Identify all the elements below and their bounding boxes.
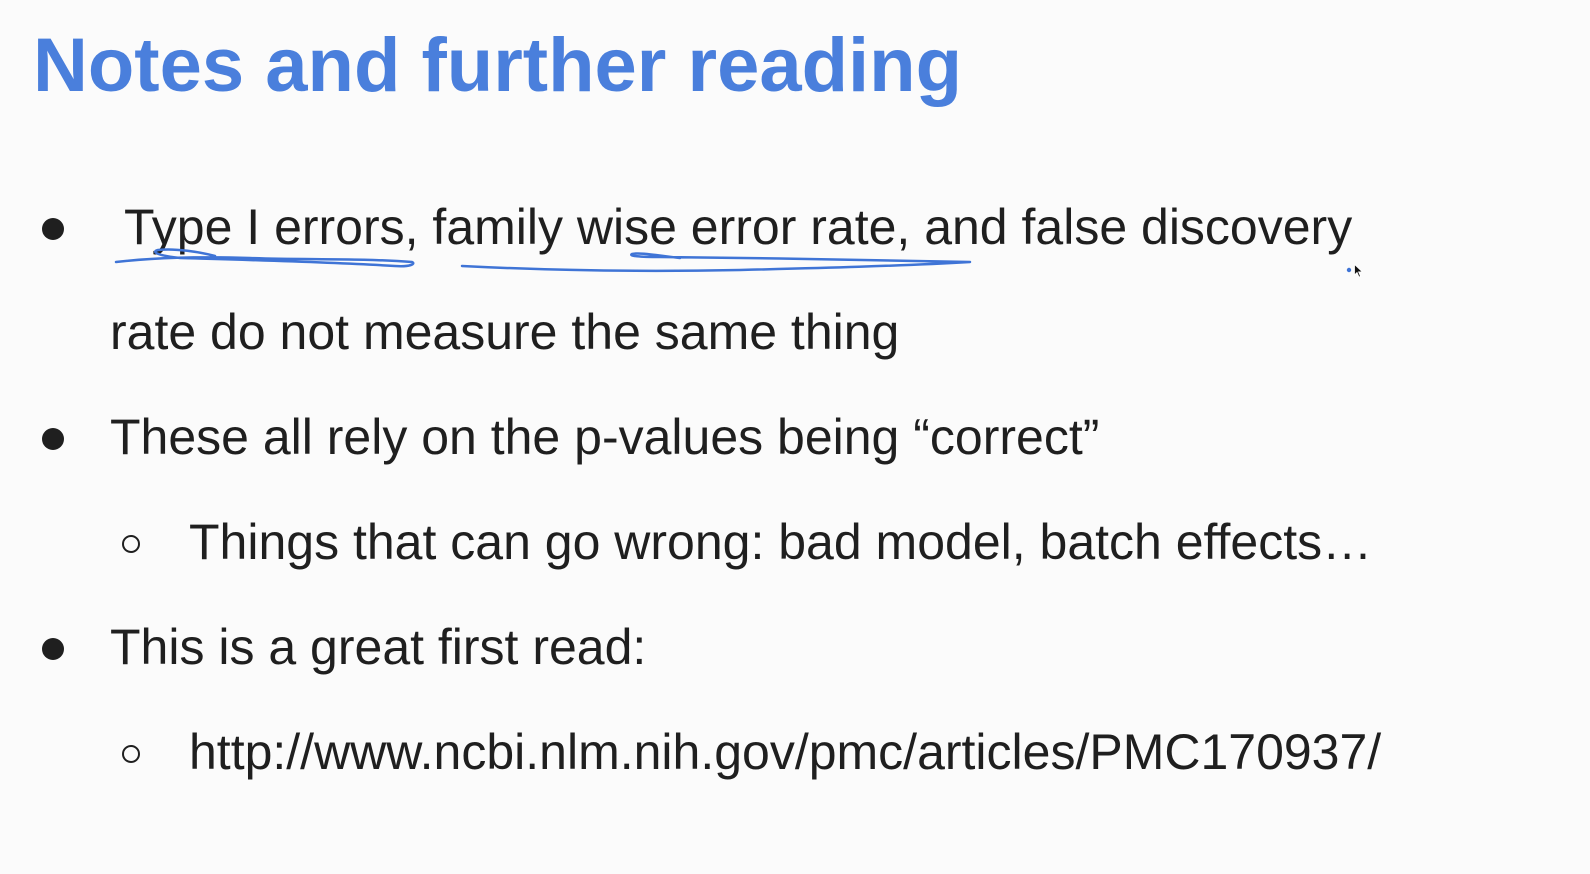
arrow-pointer-icon xyxy=(1354,264,1364,278)
sub-bullet-marker-2-1 xyxy=(122,535,140,553)
bullet-marker-1 xyxy=(42,218,64,240)
sub-bullet-2-1-line: Things that can go wrong: bad model, bat… xyxy=(189,514,1373,570)
bullet-1-line-1: Type I errors, family wise error rate, a… xyxy=(124,199,1353,255)
bullet-marker-3 xyxy=(42,638,64,660)
slide-title: Notes and further reading xyxy=(33,23,962,108)
bullet-marker-2 xyxy=(42,428,64,450)
sub-bullet-marker-3-1 xyxy=(122,745,140,763)
reference-url: http://www.ncbi.nlm.nih.gov/pmc/articles… xyxy=(189,724,1382,780)
bullet-3-line-1: This is a great first read: xyxy=(110,619,647,675)
bullet-1-line-2: rate do not measure the same thing xyxy=(110,304,900,360)
bullet-2-line-1: These all rely on the p-values being “co… xyxy=(110,409,1100,465)
ink-dot xyxy=(1346,267,1352,273)
